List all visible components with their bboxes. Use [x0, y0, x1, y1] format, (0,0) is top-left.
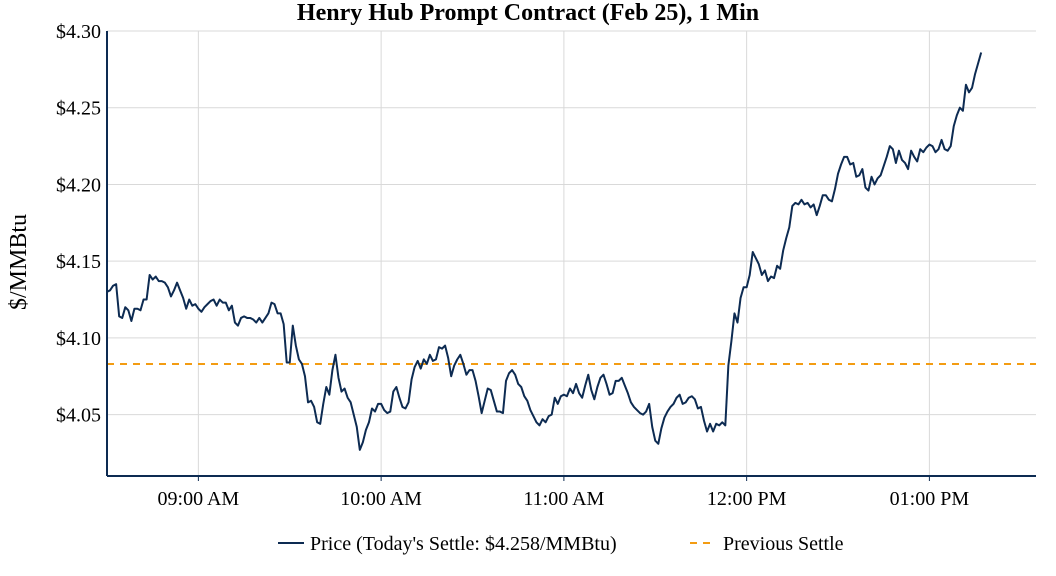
price-line — [106, 52, 983, 451]
legend-previous-settle-label: Previous Settle — [723, 533, 844, 555]
x-tick-label: 10:00 AM — [340, 488, 422, 510]
y-tick-label: $4.15 — [56, 251, 101, 273]
price-series-layer — [106, 52, 983, 451]
y-tick-label: $4.25 — [56, 98, 101, 120]
x-tick-label: 12:00 PM — [707, 488, 787, 510]
gridlines — [107, 30, 1036, 476]
y-tick-labels: $4.05 $4.10 $4.15 $4.20 $4.25 $4.30 — [56, 21, 101, 427]
x-tick-labels: 09:00 AM 10:00 AM 11:00 AM 12:00 PM 01:00 PM — [158, 488, 970, 510]
chart-title: Henry Hub Prompt Contract (Feb 25), 1 Mi… — [297, 0, 759, 26]
y-axis-label: $/MMBtu — [6, 214, 32, 310]
y-tick-label: $4.20 — [56, 174, 101, 196]
y-tick-label: $4.30 — [56, 21, 101, 43]
legend-price-label: Price (Today's Settle: $4.258/MMBtu) — [310, 533, 617, 555]
legend: Price (Today's Settle: $4.258/MMBtu) Pre… — [278, 533, 844, 555]
y-tick-label: $4.05 — [56, 405, 101, 427]
axes — [106, 31, 1036, 481]
x-tick-label: 01:00 PM — [890, 488, 970, 510]
x-tick-label: 09:00 AM — [158, 488, 240, 510]
y-tick-label: $4.10 — [56, 328, 101, 350]
x-tick-label: 11:00 AM — [523, 488, 604, 510]
